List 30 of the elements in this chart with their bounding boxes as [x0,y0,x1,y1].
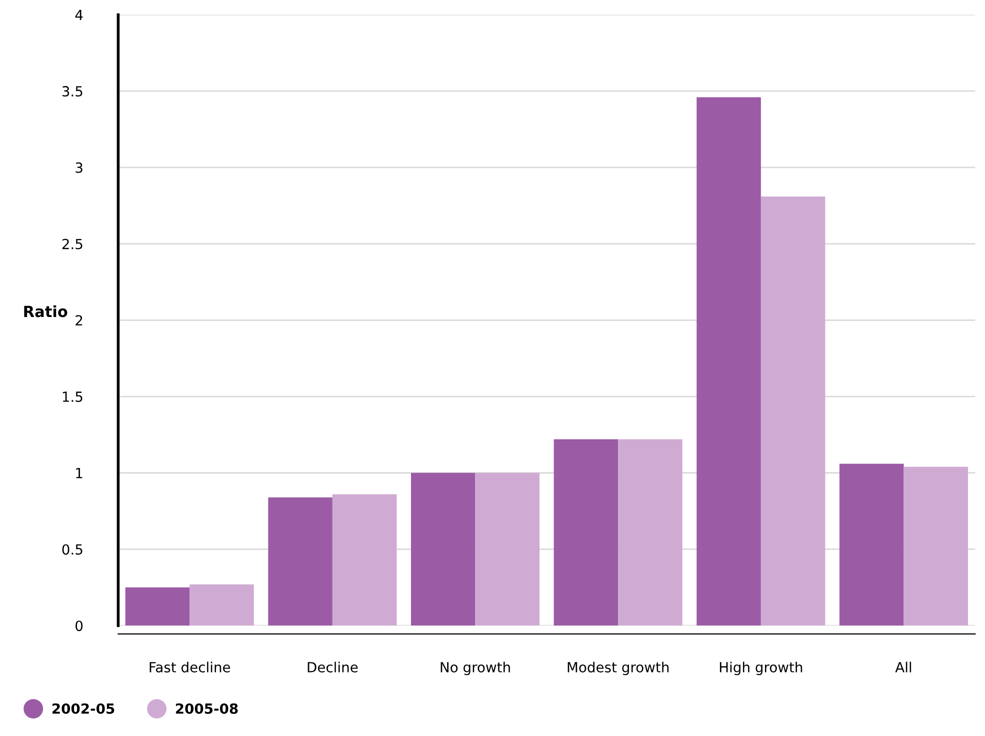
y-tick-label: 2.5 [62,238,82,250]
x-tick-label: No growth [440,662,510,676]
y-tick-label: 0 [76,620,83,632]
legend-label: 2005-08 [176,703,238,714]
y-tick-label: 3.5 [62,86,82,97]
bar [618,439,682,626]
y-tick-label: 0.5 [62,544,82,555]
y-tick-label: 3 [76,162,82,173]
x-tick-label: Fast decline [150,662,230,672]
bar [475,472,540,626]
bar [125,587,190,626]
x-tick-label: High growth [720,662,802,676]
bar [760,196,826,626]
legend-label: 2002-05 [52,703,114,714]
x-tick-label: Modest growth [568,662,669,676]
y-axis-title: Ratio [24,305,68,318]
y-tick-label: 1.5 [62,392,82,402]
y-tick-label: 2 [76,315,82,326]
bar [410,472,476,626]
y-tick-label: 1 [76,468,82,478]
bar [190,584,254,626]
bar [696,97,761,626]
bar [332,494,397,626]
bar [268,497,332,626]
bar [839,464,904,626]
bar [554,439,618,626]
x-tick-label: All [895,662,912,672]
bar [904,466,968,626]
y-tick-label: 4 [75,10,83,20]
x-tick-label: Decline [308,662,358,672]
